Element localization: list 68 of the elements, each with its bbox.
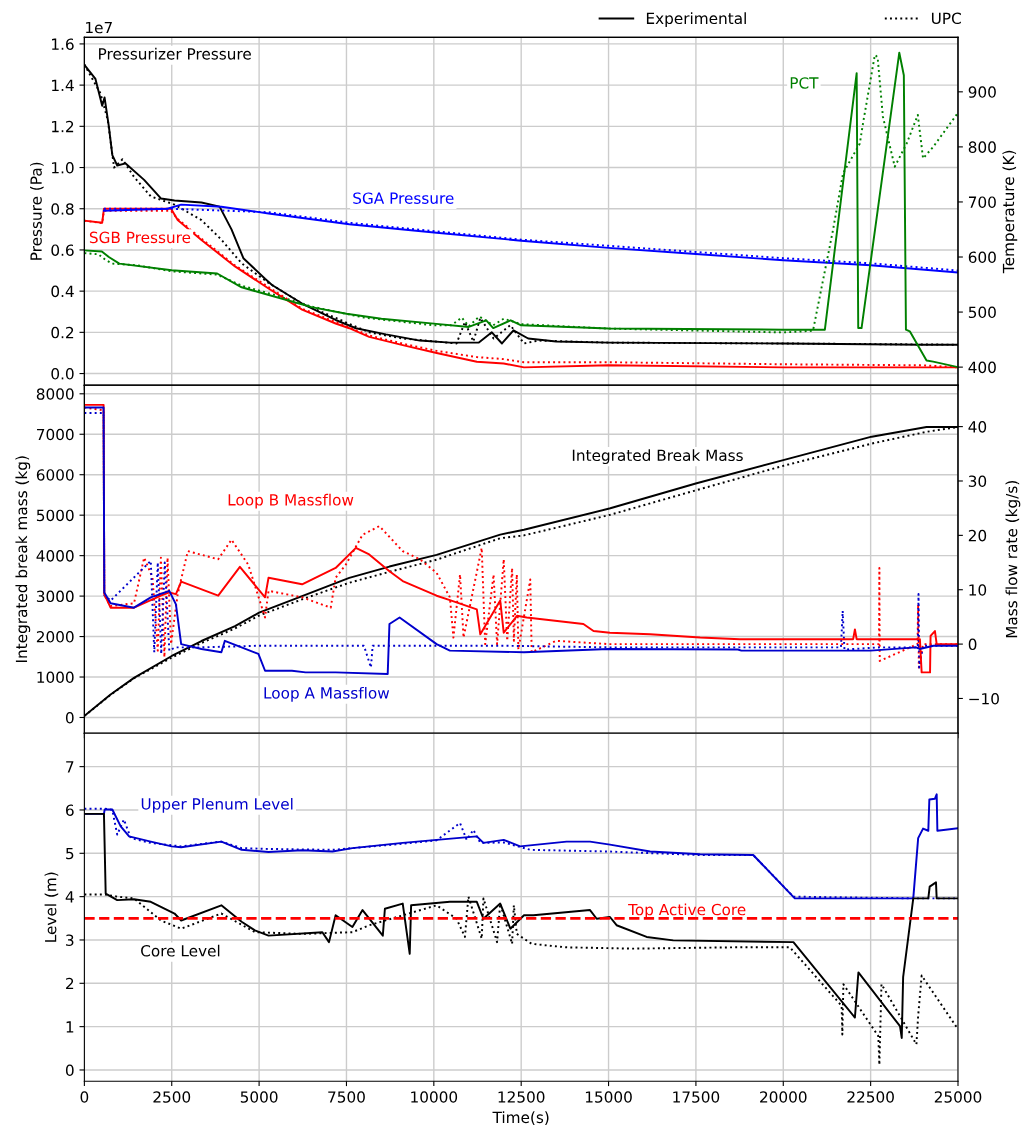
ref-line-label: Top Active Core bbox=[628, 903, 746, 919]
series-label: Loop A Massflow bbox=[264, 686, 390, 702]
x-tick-label: 15000 bbox=[585, 1091, 632, 1103]
annotation: Pressurizer Pressure bbox=[99, 47, 251, 60]
y-axis-title: Pressure (Pa) bbox=[30, 162, 44, 260]
y-tick-label: 0.2 bbox=[51, 326, 74, 339]
y-tick-label: 0 bbox=[65, 711, 74, 724]
y-tick-label: 0 bbox=[65, 1064, 74, 1076]
y2-axis-title: Mass flow rate (kg/s) bbox=[1005, 481, 1021, 638]
series-label: Integrated Break Mass bbox=[572, 449, 743, 465]
x-axis-title: Time(s) bbox=[492, 1111, 549, 1125]
y2-tick-label: 600 bbox=[968, 251, 996, 264]
y-tick-label: 2 bbox=[66, 977, 74, 990]
y2-tick-label: 0 bbox=[968, 638, 977, 651]
y2-tick-label: −10 bbox=[969, 692, 999, 705]
series-label: Upper Plenum Level bbox=[141, 797, 293, 813]
x-tick-label: 0 bbox=[80, 1091, 89, 1103]
y-tick-label: 1.6 bbox=[52, 38, 74, 50]
text: Loop B Massflow bbox=[228, 493, 354, 509]
y-tick-label: 2000 bbox=[36, 631, 74, 643]
y-tick-label: 1.0 bbox=[52, 161, 74, 174]
y-tick-label: 5000 bbox=[36, 509, 74, 522]
y2-tick-label: 20 bbox=[968, 529, 987, 542]
y-tick-label: 4 bbox=[65, 891, 74, 903]
y-tick-label: 3 bbox=[66, 934, 74, 946]
y-tick-label: 7000 bbox=[37, 428, 74, 441]
y-tick-label: 1 bbox=[66, 1021, 74, 1033]
y-axis-title: Integrated break mass (kg) bbox=[15, 456, 31, 663]
y2-tick-label: 30 bbox=[968, 475, 987, 488]
y-tick-label: 1.2 bbox=[52, 120, 74, 133]
y-tick-label: 0.6 bbox=[51, 244, 74, 256]
y-tick-label: 5 bbox=[66, 847, 74, 860]
y2-tick-label: 40 bbox=[968, 421, 987, 433]
x-tick-label: 7500 bbox=[328, 1091, 365, 1103]
x-tick-label: 25000 bbox=[934, 1091, 982, 1103]
series-label: Core Level bbox=[141, 944, 220, 957]
annotation: SGA Pressure bbox=[353, 192, 454, 204]
annotation: SGB Pressure bbox=[89, 231, 191, 244]
y-tick-label: 1000 bbox=[37, 671, 74, 684]
y-tick-label: 6 bbox=[66, 804, 74, 816]
y-tick-label: 6000 bbox=[36, 469, 74, 481]
y-tick-label: 0.0 bbox=[51, 368, 74, 380]
y-tick-label: 3000 bbox=[36, 590, 74, 603]
text: 1e7 bbox=[86, 21, 112, 34]
x-tick-label: 20000 bbox=[760, 1091, 807, 1103]
y-axis-title: Level (m) bbox=[44, 872, 59, 942]
y-tick-label: 1.4 bbox=[52, 79, 74, 91]
x-tick-label: 5000 bbox=[240, 1091, 278, 1103]
y-tick-label: 7 bbox=[66, 761, 74, 773]
y2-axis-title: Temperature (K) bbox=[1002, 150, 1018, 274]
y-tick-label: 0.4 bbox=[51, 285, 74, 298]
y2-tick-label: 700 bbox=[968, 196, 996, 208]
annotation: PCT bbox=[790, 77, 819, 89]
y-tick-label: 4000 bbox=[36, 550, 74, 562]
y-tick-label: 8000 bbox=[36, 388, 74, 400]
y2-tick-label: 900 bbox=[968, 86, 996, 98]
y-tick-label: 0.8 bbox=[51, 203, 74, 215]
x-tick-label: 10000 bbox=[411, 1091, 458, 1103]
x-tick-label: 17500 bbox=[673, 1091, 720, 1103]
y2-tick-label: 10 bbox=[969, 584, 987, 596]
y2-tick-label: 400 bbox=[968, 361, 996, 374]
x-tick-label: 2500 bbox=[153, 1091, 191, 1103]
x-tick-label: 22500 bbox=[847, 1091, 894, 1103]
y2-tick-label: 500 bbox=[968, 306, 996, 319]
x-tick-label: 12500 bbox=[498, 1091, 545, 1103]
y2-tick-label: 800 bbox=[968, 141, 996, 153]
legend-label: Experimental bbox=[646, 12, 746, 28]
legend-label: UPC bbox=[931, 12, 961, 25]
